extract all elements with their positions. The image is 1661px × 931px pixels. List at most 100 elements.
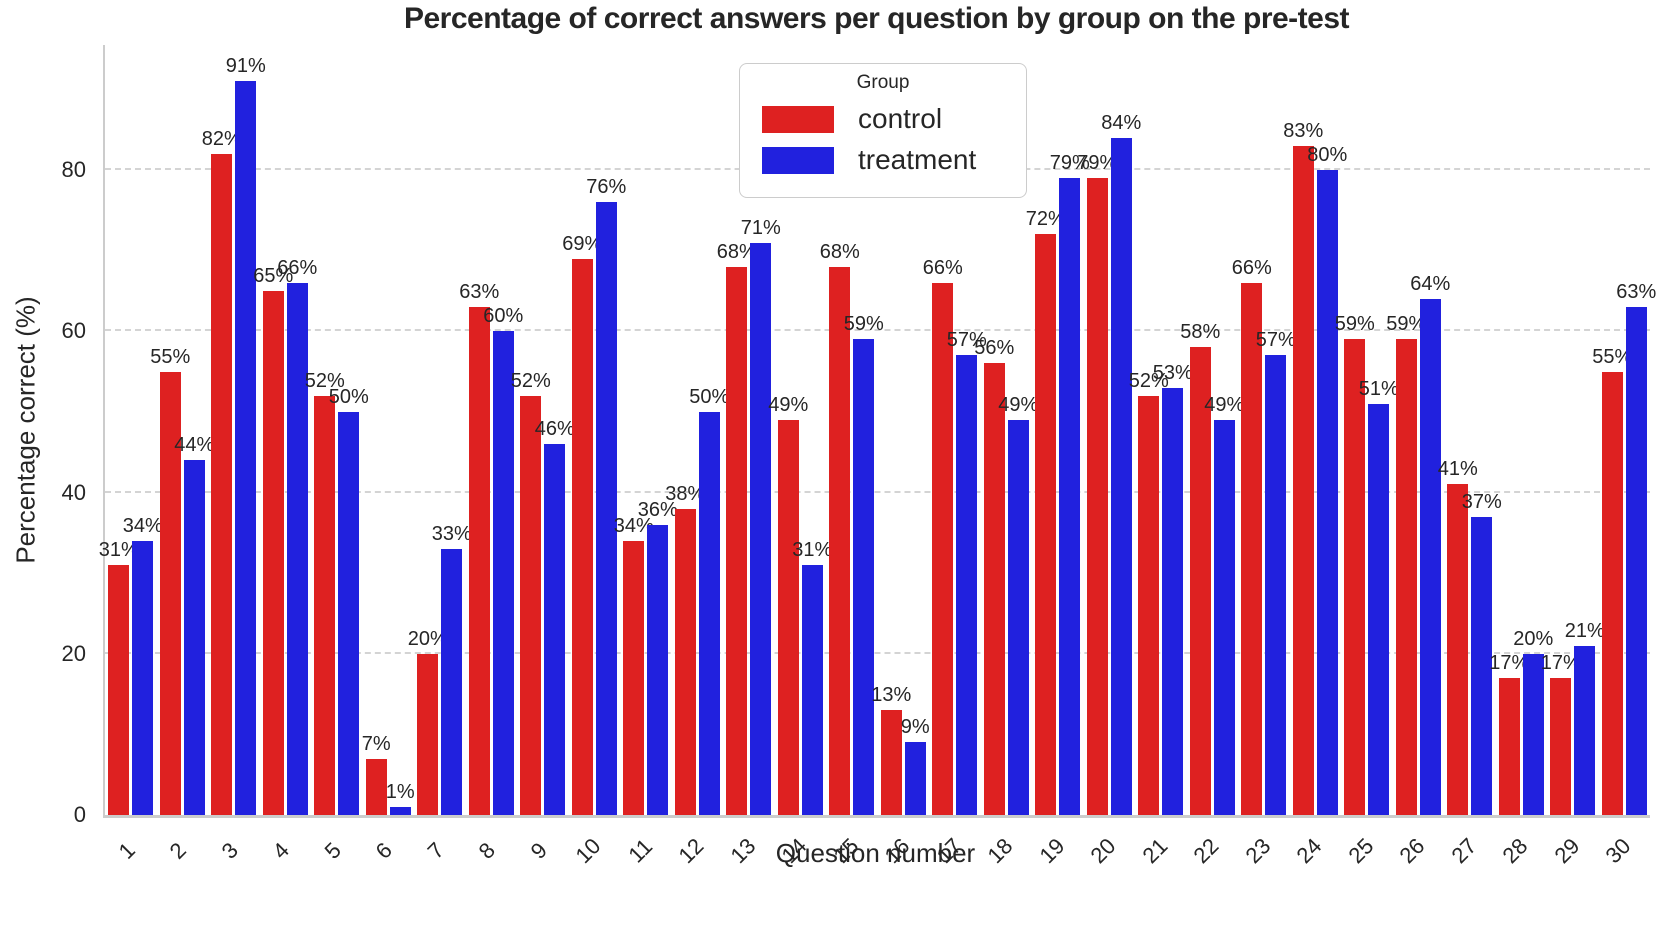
bar-control-q9: 52% bbox=[511, 370, 551, 815]
bar-value-label-treatment-q16: 9% bbox=[900, 716, 930, 739]
bar-value-label-control-q10: 69% bbox=[562, 232, 603, 255]
bar-treatment-q7: 33% bbox=[432, 523, 472, 815]
bar-value-label-treatment-q13: 71% bbox=[740, 216, 781, 239]
bar-value-label-control-q13: 68% bbox=[716, 240, 757, 263]
y-tick-label-20: 20 bbox=[61, 640, 86, 666]
bar-value-label-treatment-q1: 34% bbox=[122, 514, 163, 537]
bar-group-q3: 82% 91% bbox=[202, 45, 266, 815]
bar-control-q13: 68% bbox=[717, 241, 757, 815]
bar-group-q16: 13% 9% bbox=[871, 45, 930, 815]
legend-title: Group bbox=[856, 72, 910, 93]
bar-group-q2: 55% 44% bbox=[150, 45, 214, 815]
bar-value-label-control-q5: 52% bbox=[304, 369, 345, 392]
bar-value-label-treatment-q7: 33% bbox=[431, 522, 472, 545]
bar-group-q14: 49% 31% bbox=[768, 45, 832, 815]
bar-treatment-q26: 64% bbox=[1410, 273, 1450, 815]
control-swatch bbox=[762, 105, 834, 133]
bar-control-q25: 59% bbox=[1335, 313, 1375, 815]
bar-treatment-q20: 84% bbox=[1101, 112, 1141, 815]
bar-group-q24: 83% 80% bbox=[1283, 45, 1347, 815]
bar-value-label-control-q23: 66% bbox=[1231, 256, 1272, 279]
y-axis-ticks: 0 20 40 60 80 bbox=[0, 45, 100, 827]
bar-value-label-treatment-q24: 80% bbox=[1307, 143, 1348, 166]
bar-treatment-q1: 34% bbox=[123, 515, 163, 815]
bar-treatment-q11: 36% bbox=[638, 499, 678, 815]
legend-item-label-treatment: treatment bbox=[858, 144, 977, 175]
bar-treatment-q25: 51% bbox=[1359, 378, 1399, 815]
bar-value-label-treatment-q5: 50% bbox=[328, 385, 369, 408]
bar-value-label-treatment-q29: 21% bbox=[1564, 619, 1605, 642]
bar-group-q20: 79% 84% bbox=[1077, 45, 1141, 815]
bar-control-q16: 13% bbox=[871, 684, 911, 815]
bar-control-q8: 63% bbox=[459, 281, 499, 815]
bar-value-label-control-q19: 72% bbox=[1025, 208, 1066, 231]
bar-treatment-q14: 31% bbox=[792, 539, 832, 815]
bar-control-q10: 69% bbox=[562, 233, 602, 815]
bar-group-q8: 63% 60% bbox=[459, 45, 523, 815]
bar-value-label-treatment-q14: 31% bbox=[792, 539, 833, 562]
bar-group-q28: 17% 20% bbox=[1489, 45, 1553, 815]
bar-control-q30: 55% bbox=[1592, 346, 1632, 815]
bar-treatment-q5: 50% bbox=[329, 386, 369, 815]
bar-control-q23: 66% bbox=[1232, 257, 1272, 815]
bar-value-label-control-q25: 59% bbox=[1334, 313, 1375, 336]
bar-group-q21: 52% 53% bbox=[1129, 45, 1193, 815]
bar-treatment-q29: 21% bbox=[1565, 620, 1605, 815]
bar-treatment-q2: 44% bbox=[174, 434, 214, 815]
bar-group-q22: 58% 49% bbox=[1180, 45, 1244, 815]
bar-treatment-q24: 80% bbox=[1307, 144, 1347, 815]
bar-group-q27: 41% 37% bbox=[1438, 45, 1502, 815]
y-tick-label-40: 40 bbox=[61, 479, 86, 505]
gridline-20 bbox=[105, 651, 1650, 654]
bar-control-q17: 66% bbox=[923, 257, 963, 815]
bar-group-q15: 68% 59% bbox=[820, 45, 884, 815]
bar-value-label-control-q4: 65% bbox=[253, 264, 294, 287]
bar-value-label-control-q18: 56% bbox=[974, 337, 1015, 360]
bar-control-q14: 49% bbox=[768, 394, 808, 815]
bar-group-q4: 65% 66% bbox=[253, 45, 317, 815]
bar-group-q25: 59% 51% bbox=[1335, 45, 1399, 815]
bar-value-label-control-q11: 34% bbox=[613, 514, 654, 537]
plot-area: 31% 34% 55% 44% 82% 91% 65% 66% 52% 50% 7% 1% 20% 33%… bbox=[99, 45, 1656, 818]
bar-group-q1: 31% 34% bbox=[99, 45, 163, 815]
treatment-swatch bbox=[762, 146, 834, 174]
bar-treatment-q23: 57% bbox=[1256, 329, 1296, 815]
bar-value-label-treatment-q4: 66% bbox=[277, 256, 318, 279]
bar-value-label-treatment-q30: 63% bbox=[1616, 281, 1657, 304]
bar-value-label-control-q22: 58% bbox=[1180, 321, 1221, 344]
bar-treatment-q16: 9% bbox=[901, 716, 930, 815]
bar-value-label-control-q9: 52% bbox=[510, 369, 551, 392]
bar-control-q19: 72% bbox=[1026, 208, 1066, 815]
bar-control-q22: 58% bbox=[1180, 321, 1220, 815]
bar-value-label-treatment-q18: 49% bbox=[998, 393, 1039, 416]
bar-treatment-q15: 59% bbox=[844, 313, 884, 815]
bar-group-q18: 56% 49% bbox=[974, 45, 1038, 815]
bar-value-label-treatment-q11: 36% bbox=[637, 498, 678, 521]
y-tick-label-0: 0 bbox=[73, 802, 86, 827]
bar-value-label-treatment-q17: 57% bbox=[946, 329, 987, 352]
bar-group-q5: 52% 50% bbox=[305, 45, 369, 815]
bar-control-q24: 83% bbox=[1283, 120, 1323, 815]
bar-value-label-control-q26: 59% bbox=[1386, 313, 1427, 336]
bar-value-label-treatment-q15: 59% bbox=[843, 313, 884, 336]
bar-control-q29: 17% bbox=[1541, 652, 1581, 815]
bar-control-q21: 52% bbox=[1129, 370, 1169, 815]
bar-value-label-treatment-q28: 20% bbox=[1513, 627, 1554, 650]
bar-control-q6: 7% bbox=[362, 733, 391, 815]
bar-value-label-control-q24: 83% bbox=[1283, 119, 1324, 142]
bar-value-label-control-q20: 79% bbox=[1077, 152, 1118, 175]
bar-treatment-q21: 53% bbox=[1153, 362, 1193, 815]
bar-value-label-control-q28: 17% bbox=[1489, 651, 1530, 674]
bar-group-q9: 52% 46% bbox=[511, 45, 575, 815]
bar-value-label-control-q27: 41% bbox=[1437, 458, 1478, 481]
bar-group-q23: 66% 57% bbox=[1232, 45, 1296, 815]
bar-group-q30: 55% 63% bbox=[1592, 45, 1656, 815]
bar-value-label-control-q21: 52% bbox=[1128, 369, 1169, 392]
bar-control-q5: 52% bbox=[305, 370, 345, 815]
bar-control-q18: 56% bbox=[974, 337, 1014, 815]
bar-value-label-control-q6: 7% bbox=[361, 732, 391, 755]
bar-treatment-q22: 49% bbox=[1204, 394, 1244, 815]
bar-value-label-treatment-q6: 1% bbox=[385, 780, 415, 803]
bar-value-label-control-q17: 66% bbox=[922, 256, 963, 279]
bar-treatment-q13: 71% bbox=[741, 217, 781, 815]
